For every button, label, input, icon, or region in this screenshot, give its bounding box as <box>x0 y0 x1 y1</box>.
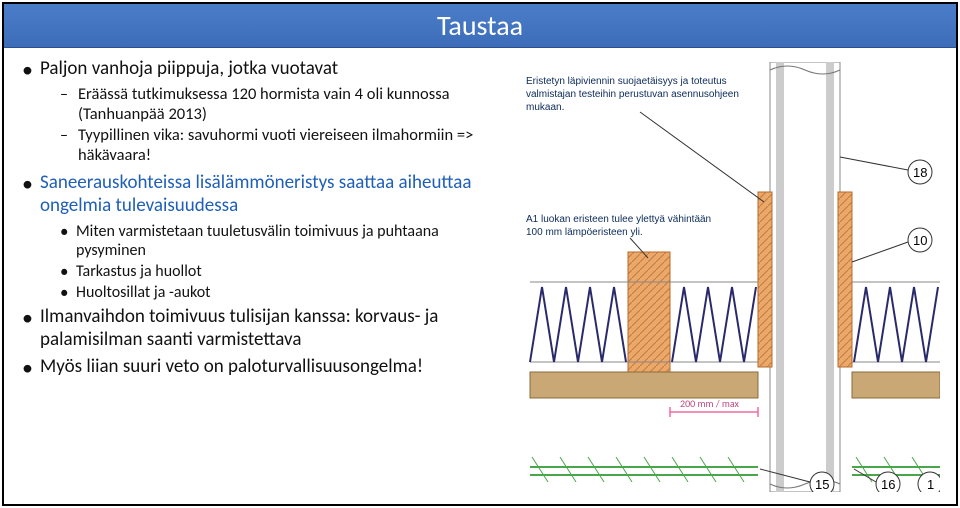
bullet-list: Paljon vanhoja piippuja, jotka vuotavat … <box>20 58 510 379</box>
dimension-label: 200 mm / max <box>680 397 740 410</box>
bullet-1-sub-1: Eräässä tutkimuksessa 120 hormista vain … <box>60 85 510 125</box>
bullet-1: Paljon vanhoja piippuja, jotka vuotavat … <box>20 58 510 166</box>
bullet-2-sub-2: Tarkastus ja huollot <box>60 262 510 281</box>
bullet-3-text: Ilmanvaihdon toimivuus tulisijan kanssa:… <box>40 305 438 351</box>
bullet-1-sub-1-text: Eräässä tutkimuksessa 120 hormista vain … <box>78 84 450 124</box>
chimney-diagram: Eristetyn läpiviennin suojaetäisyys ja t… <box>520 62 940 492</box>
flue-column <box>770 62 840 492</box>
bullet-2-text: Saneerauskohteissa lisälämmöneristys saa… <box>40 171 471 217</box>
caption-1-line-1: Eristetyn läpiviennin suojaetäisyys ja t… <box>526 76 727 87</box>
bullet-2-sub-1-text: Miten varmistetaan tuuletusvälin toimivu… <box>76 222 439 260</box>
bullet-4-text: Myös liian suuri veto on paloturvallisuu… <box>40 355 423 378</box>
bullet-2: Saneerauskohteissa lisälämmöneristys saa… <box>20 172 510 302</box>
callout-18: 18 <box>913 165 927 180</box>
title-bar: Taustaa <box>4 4 956 48</box>
diagram-column: Eristetyn läpiviennin suojaetäisyys ja t… <box>520 58 940 492</box>
caption-2-line-2: 100 mm lämpöeristeen yli. <box>526 227 643 238</box>
slide-title: Taustaa <box>437 8 523 43</box>
bullet-1-text: Paljon vanhoja piippuja, jotka vuotavat <box>40 57 338 80</box>
content-area: Paljon vanhoja piippuja, jotka vuotavat … <box>4 48 956 504</box>
text-column: Paljon vanhoja piippuja, jotka vuotavat … <box>20 58 520 492</box>
caption-2-line-1: A1 luokan eristeen tulee ylettyä vähintä… <box>526 214 711 225</box>
bullet-4: Myös liian suuri veto on paloturvallisuu… <box>20 356 510 379</box>
callout-16: 16 <box>881 477 895 492</box>
leader-caption-1 <box>640 112 764 202</box>
bullet-1-sub-2-text: Tyypillinen vika: savuhormi vuoti vierei… <box>78 125 473 165</box>
bullet-2-sublist: Miten varmistetaan tuuletusvälin toimivu… <box>60 222 510 303</box>
callout-15: 15 <box>815 477 829 492</box>
bullet-1-sublist: Eräässä tutkimuksessa 120 hormista vain … <box>60 85 510 166</box>
bullet-2-sub-2-text: Tarkastus ja huollot <box>76 262 202 281</box>
dimension-band: 200 mm / max <box>670 397 758 417</box>
caption-1-line-3: mukaan. <box>526 102 564 113</box>
beam-layer <box>530 372 940 398</box>
bullet-2-sub-1: Miten varmistetaan tuuletusvälin toimivu… <box>60 222 510 260</box>
bullet-1-sub-2: Tyypillinen vika: savuhormi vuoti vierei… <box>60 126 510 166</box>
insulation-layer <box>530 252 940 372</box>
bullet-2-sub-3: Huoltosillat ja -aukot <box>60 283 510 302</box>
slide-frame: Taustaa Paljon vanhoja piippuja, jotka v… <box>2 2 958 506</box>
callout-1: 1 <box>927 477 934 492</box>
caption-1-line-2: valmistajan testeihin perustuvan asennus… <box>526 89 739 100</box>
bullet-2-sub-3-text: Huoltosillat ja -aukot <box>76 283 211 302</box>
callout-10: 10 <box>913 233 927 248</box>
bullet-3: Ilmanvaihdon toimivuus tulisijan kanssa:… <box>20 306 510 352</box>
